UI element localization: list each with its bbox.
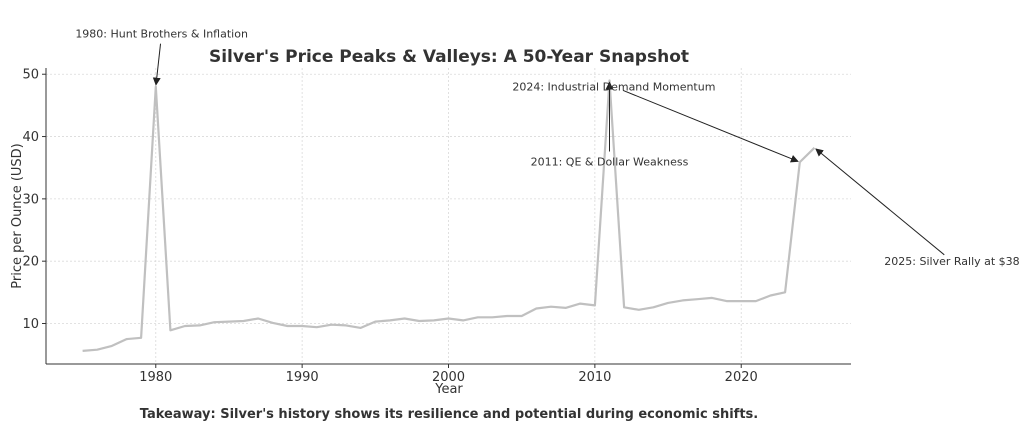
x-tick-label: 2010 — [578, 370, 611, 385]
annotations: 1980: Hunt Brothers & Inflation 2011: QE … — [75, 28, 1019, 268]
price-series — [82, 79, 816, 352]
grid-lines — [46, 68, 851, 364]
annotation-label: 2025: Silver Rally at $38 — [884, 255, 1019, 268]
annotation-label: 2011: QE & Dollar Weakness — [531, 155, 689, 168]
x-tick-label: 1980 — [139, 370, 172, 385]
chart-title: Silver's Price Peaks & Valleys: A 50-Yea… — [209, 47, 689, 67]
y-tick-label: 40 — [22, 130, 39, 145]
annotation-arrow — [152, 43, 162, 86]
y-tick-label: 50 — [22, 68, 39, 83]
annotation-label: 1980: Hunt Brothers & Inflation — [75, 28, 248, 41]
y-tick-label: 30 — [22, 192, 39, 207]
y-tick-label: 20 — [22, 255, 39, 270]
axes: 1980 1990 2000 2010 2020 10 20 30 40 50 — [22, 68, 851, 385]
x-tick-label: 1990 — [286, 370, 319, 385]
takeaway-text: Takeaway: Silver's history shows its res… — [140, 407, 758, 422]
y-axis-title: Price per Ounce (USD) — [10, 143, 25, 288]
x-tick-label: 2000 — [432, 370, 465, 385]
x-axis-title: Year — [434, 382, 463, 397]
y-tick-label: 10 — [22, 317, 39, 332]
x-tick-label: 2020 — [725, 370, 758, 385]
price-line — [82, 79, 816, 352]
annotation-label: 2024: Industrial Demand Momentum — [512, 81, 715, 94]
annotation-arrow — [815, 148, 945, 256]
annotation-arrow — [622, 89, 799, 163]
